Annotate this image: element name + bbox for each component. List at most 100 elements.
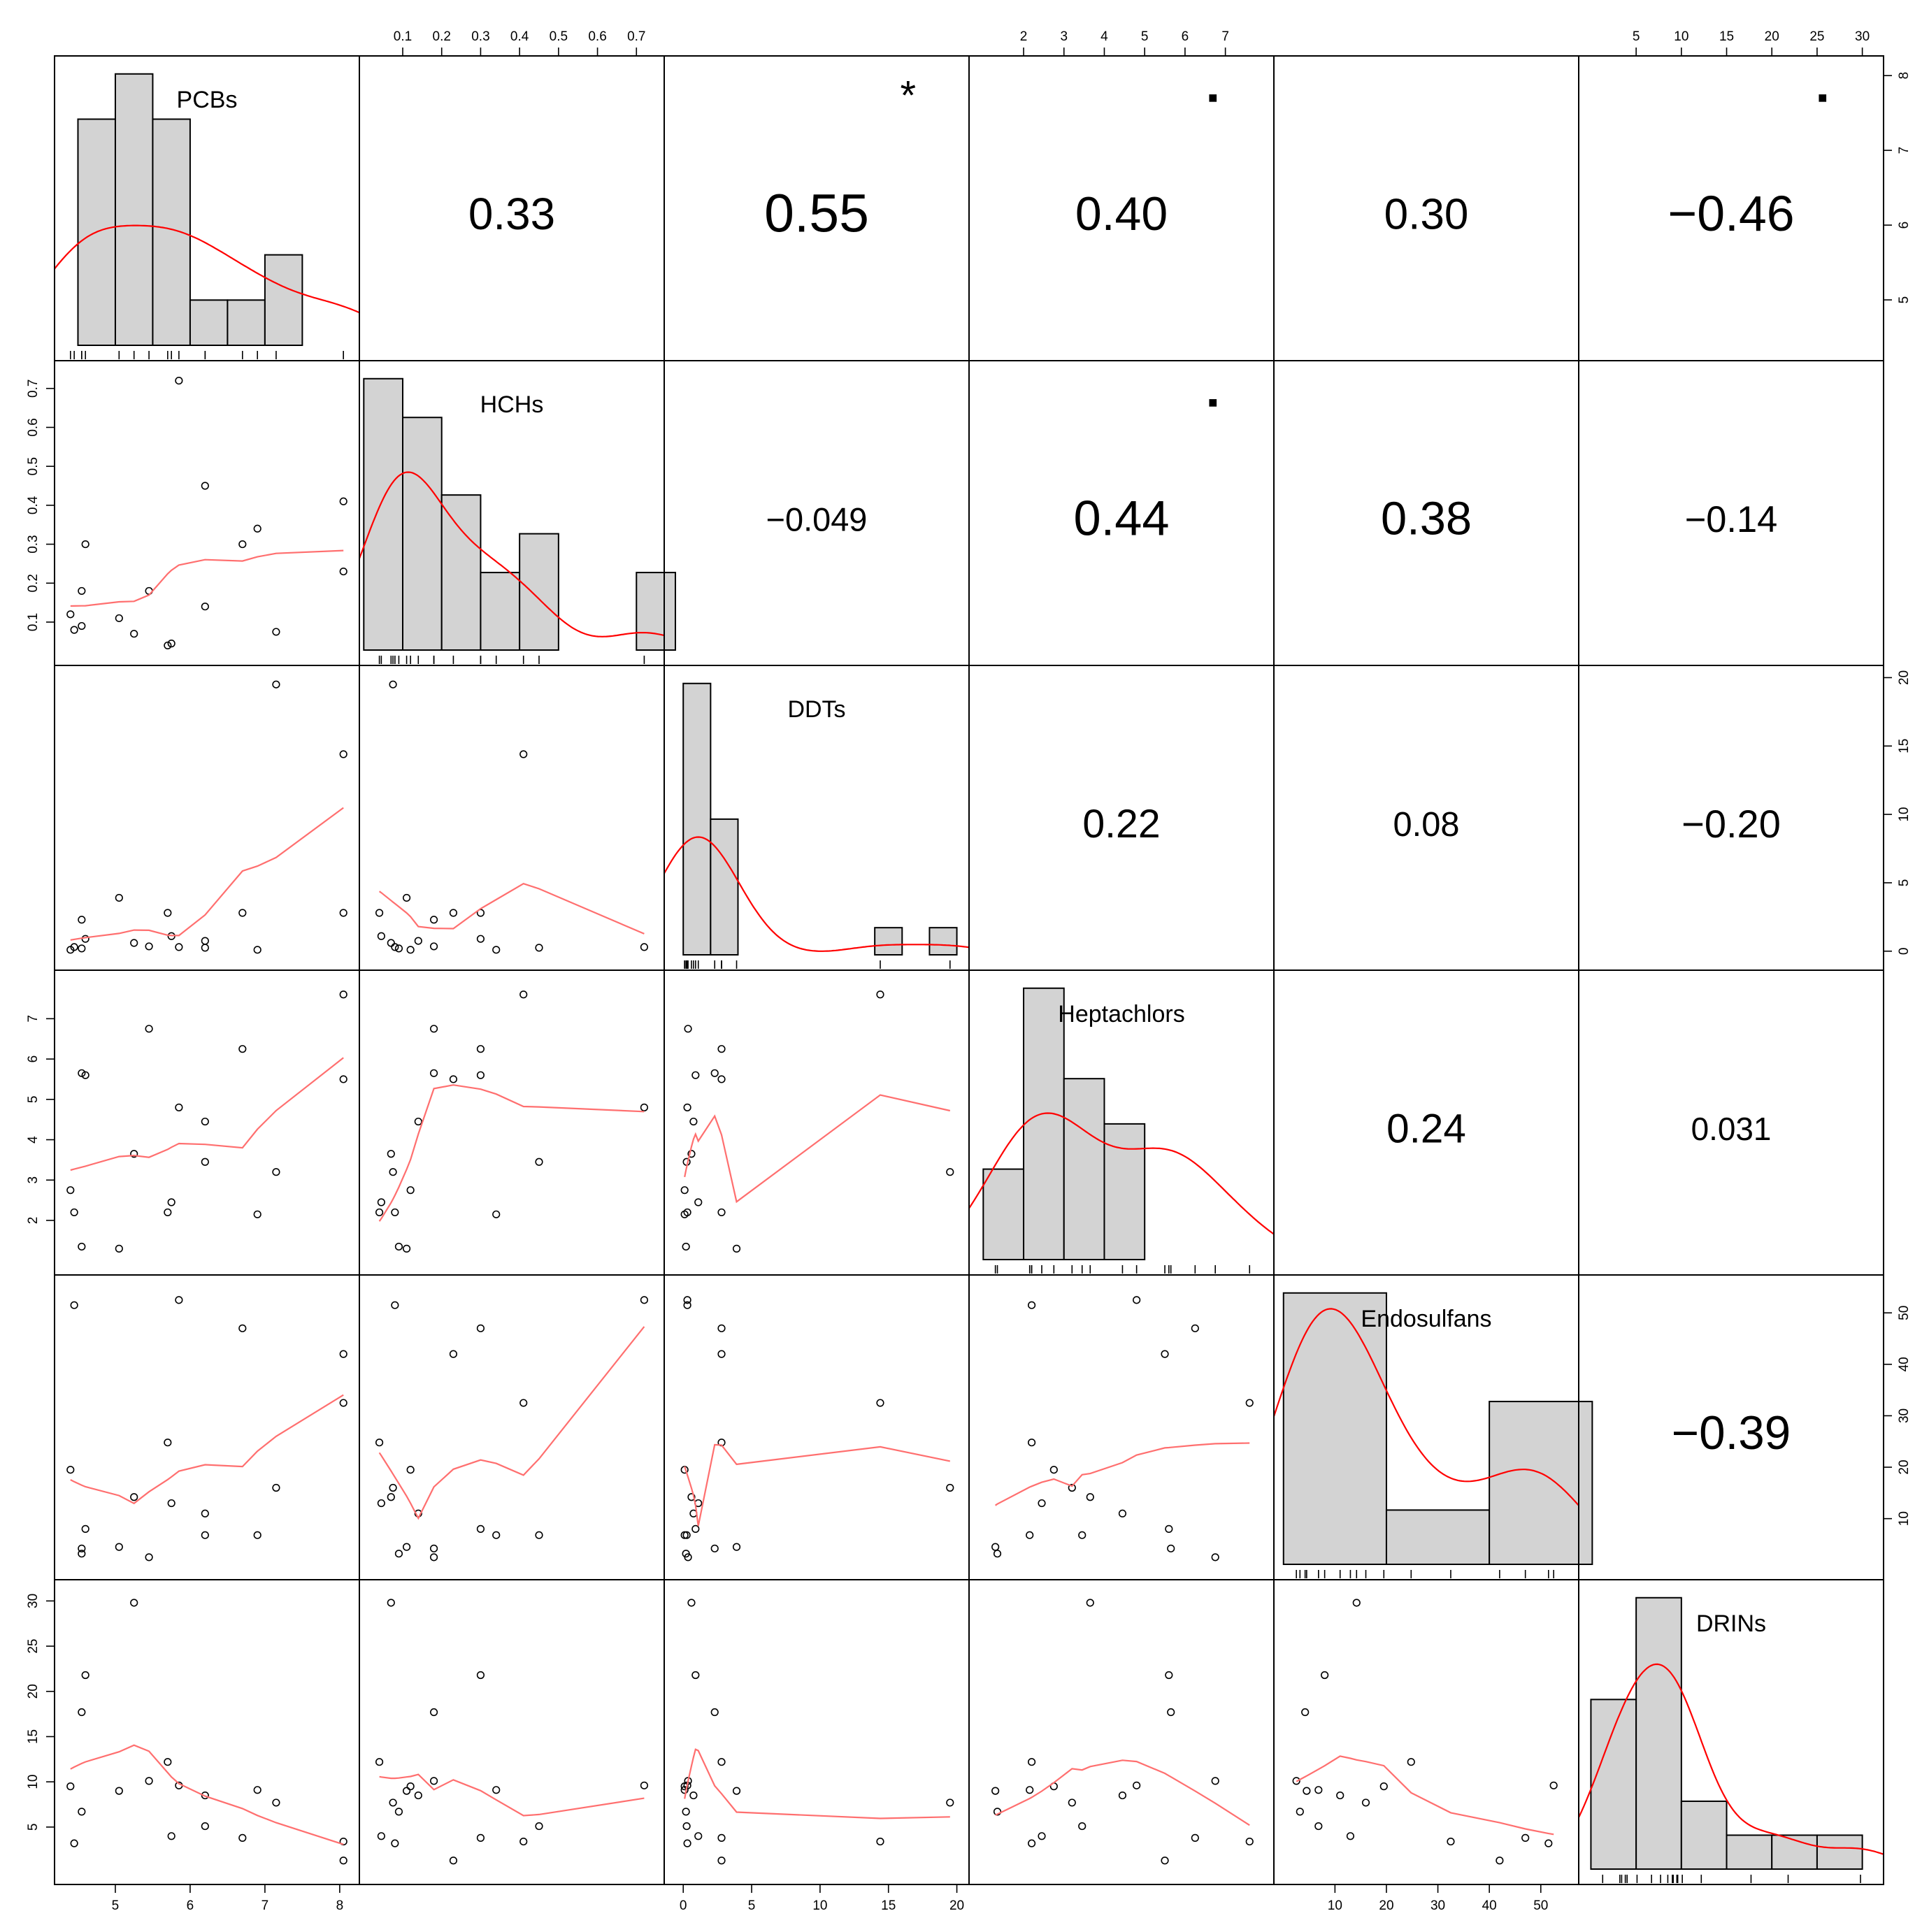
scatter-point-endosulfans-ddts-16: [876, 1399, 884, 1407]
scatter-point-endosulfans-heptachlors-14: [1026, 1531, 1034, 1539]
significance-marker-pcbs-ddts: *: [901, 73, 917, 118]
scatter-point-ddts-pcbs-13: [238, 909, 247, 917]
density-curve-ddts: [664, 836, 969, 952]
scatter-point-heptachlors-hchs-2: [394, 1242, 403, 1251]
scatter-point-endosulfans-heptachlors-10: [1133, 1296, 1141, 1304]
scatter-point-heptachlors-ddts-10: [683, 1103, 691, 1111]
scatter-point-endosulfans-ddts-4: [691, 1524, 700, 1533]
panel-pcbs-pcbs: PCBs: [54, 55, 360, 361]
scatter-point-drins-heptachlors-4: [1165, 1671, 1173, 1680]
correlation-value-ddts-heptachlors: 0.22: [1082, 802, 1160, 846]
scatter-point-drins-ddts-5: [732, 1787, 741, 1795]
scatter-point-ddts-hchs-5: [402, 893, 411, 902]
scatter-point-endosulfans-heptachlors-8: [1027, 1439, 1036, 1447]
scatter-point-heptachlors-ddts-16: [876, 990, 884, 999]
y-tick-label-endosulfans-2: 30: [1897, 1408, 1912, 1423]
density-curve-hchs: [359, 471, 664, 637]
histogram-bar-drins-1: [1635, 1596, 1682, 1870]
scatter-point-drins-hchs-4: [476, 1671, 485, 1680]
scatter-point-drins-ddts-14: [680, 1786, 689, 1794]
histogram-bar-pcbs-3: [189, 299, 229, 347]
histogram-bar-heptachlors-3: [1103, 1123, 1146, 1260]
scatter-point-endosulfans-hchs-16: [519, 1399, 528, 1407]
histogram-bar-heptachlors-1: [1023, 987, 1065, 1260]
y-tick-label-ddts-1: 5: [1897, 879, 1912, 887]
x-tick-label-drins-5: 30: [1855, 29, 1870, 44]
panel-frame: [359, 665, 665, 971]
scatter-point-ddts-hchs-10: [640, 943, 649, 951]
x-tick-label-heptachlors-2: 4: [1100, 29, 1108, 44]
scatter-point-endosulfans-pcbs-12: [201, 1531, 209, 1539]
scatter-point-endosulfans-hchs-0: [406, 1466, 415, 1474]
histogram-bar-pcbs-1: [114, 73, 154, 346]
scatter-point-ddts-pcbs-8: [164, 909, 172, 917]
scatter-point-ddts-pcbs-4: [81, 935, 89, 943]
correlation-value-pcbs-hchs: 0.33: [468, 189, 555, 239]
histogram-bar-hchs-3: [480, 572, 521, 651]
scatter-point-heptachlors-pcbs-15: [272, 1168, 280, 1176]
scatter-point-endosulfans-ddts-12: [682, 1531, 691, 1539]
scatter-point-drins-ddts-8: [717, 1758, 726, 1766]
scatter-point-heptachlors-ddts-8: [717, 1208, 726, 1217]
scatter-point-drins-heptachlors-15: [1068, 1798, 1076, 1807]
scatter-point-hchs-pcbs-4: [81, 540, 89, 549]
scatter-point-endosulfans-heptachlors-0: [1049, 1466, 1058, 1474]
scatter-point-endosulfans-heptachlors-9: [1038, 1499, 1046, 1508]
panel-frame: [664, 1579, 970, 1885]
scatter-point-endosulfans-heptachlors-7: [1211, 1553, 1219, 1562]
panel-drins-heptachlors: [968, 1579, 1275, 1885]
variable-label-heptachlors: Heptachlors: [1058, 1001, 1184, 1028]
scatter-point-drins-hchs-3: [429, 1708, 438, 1717]
axes-layer: 5 5 6 6 7 7 8 8 0.1 0.1 0.2 0.2 0.3 0.3 0.4 0.4 0.5 0.5 0.…: [26, 29, 1912, 1913]
scatter-point-heptachlors-ddts-2: [682, 1242, 690, 1251]
x-tick-label-hchs-5: 0.6: [588, 29, 606, 44]
histogram-bar-drins-3: [1726, 1834, 1773, 1870]
x-tick-label-heptachlors-4: 6: [1182, 29, 1189, 44]
scatter-point-endosulfans-ddts-14: [680, 1531, 689, 1539]
scatter-point-drins-hchs-2: [394, 1808, 403, 1816]
smooth-line-endosulfans-pcbs: [70, 1394, 344, 1505]
scatter-point-endosulfans-heptachlors-12: [1078, 1531, 1087, 1539]
smooth-line-drins-heptachlors: [995, 1759, 1250, 1826]
scatter-point-hchs-pcbs-16: [339, 497, 347, 505]
scatter-point-drins-heptachlors-8: [1027, 1758, 1036, 1766]
scatter-point-drins-endosulfans-5: [1303, 1787, 1311, 1795]
scatter-point-heptachlors-hchs-9: [377, 1198, 385, 1206]
scatter-point-hchs-pcbs-5: [115, 614, 123, 623]
scatter-point-ddts-pcbs-17: [339, 909, 347, 917]
smooth-line-drins-ddts: [684, 1748, 950, 1819]
scatter-point-endosulfans-pcbs-7: [145, 1553, 153, 1562]
scatter-point-endosulfans-pcbs-14: [253, 1531, 261, 1539]
scatter-point-ddts-pcbs-15: [272, 680, 280, 689]
histogram-bar-hchs-7: [636, 572, 676, 651]
scatter-point-ddts-pcbs-2: [78, 944, 86, 953]
scatter-point-endosulfans-hchs-2: [394, 1550, 403, 1558]
scatter-point-heptachlors-pcbs-13: [238, 1045, 247, 1053]
scatter-point-drins-pcbs-8: [164, 1758, 172, 1766]
x-tick-label-endosulfans-4: 50: [1533, 1898, 1548, 1913]
scatter-point-ddts-pcbs-16: [339, 750, 347, 758]
smooth-line-endosulfans-ddts: [684, 1443, 951, 1527]
significance-marker-hchs-heptachlors: ■: [1208, 394, 1217, 411]
scatter-point-drins-pcbs-1: [70, 1839, 78, 1847]
scatter-point-heptachlors-pcbs-10: [175, 1103, 183, 1111]
scatter-point-heptachlors-pcbs-8: [164, 1208, 172, 1217]
scatter-point-drins-heptachlors-7: [1211, 1777, 1219, 1785]
scatter-point-endosulfans-heptachlors-16: [1245, 1399, 1254, 1407]
scatter-point-ddts-pcbs-12: [201, 944, 209, 952]
x-tick-label-drins-1: 10: [1674, 29, 1688, 44]
density-curve-pcbs: [55, 224, 359, 314]
panel-frame: [359, 969, 665, 1276]
scatter-point-heptachlors-pcbs-6: [130, 1150, 138, 1158]
scatter-point-drins-heptachlors-5: [991, 1787, 1000, 1795]
scatter-point-drins-pcbs-9: [167, 1832, 175, 1840]
variable-label-hchs: HCHs: [480, 391, 544, 418]
correlation-value-pcbs-endosulfans: 0.30: [1384, 190, 1469, 238]
y-tick-label-heptachlors-1: 3: [26, 1176, 41, 1184]
scatter-point-drins-pcbs-13: [238, 1833, 247, 1842]
scatter-point-drins-endosulfans-11: [1336, 1791, 1344, 1800]
y-tick-label-hchs-3: 0.4: [26, 496, 41, 514]
scatter-point-endosulfans-ddts-17: [717, 1350, 726, 1358]
scatter-point-drins-hchs-7: [429, 1777, 438, 1785]
scatter-point-drins-endosulfans-17: [1496, 1857, 1504, 1865]
